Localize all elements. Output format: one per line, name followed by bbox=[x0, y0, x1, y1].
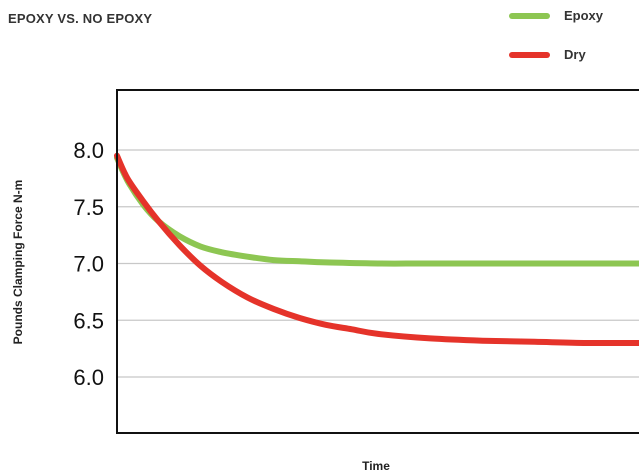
legend-label-dry: Dry bbox=[564, 47, 586, 62]
y-tick-label: 7.5 bbox=[73, 195, 104, 220]
legend-item-dry: Dry bbox=[509, 47, 586, 62]
y-tick-labels: 8.0 7.5 7.0 6.5 6.0 bbox=[73, 138, 104, 390]
legend-swatch-epoxy bbox=[509, 12, 550, 19]
chart-title: EPOXY VS. NO EPOXY bbox=[8, 11, 153, 26]
y-tick-label: 6.5 bbox=[73, 308, 104, 333]
x-axis-label: Time bbox=[362, 459, 390, 473]
y-axis-label: Pounds Clamping Force N-m bbox=[11, 180, 25, 345]
series-lines bbox=[114, 152, 639, 347]
y-tick-label: 7.0 bbox=[73, 252, 104, 277]
legend-label-epoxy: Epoxy bbox=[564, 8, 604, 23]
legend-item-epoxy: Epoxy bbox=[509, 8, 603, 23]
plot-area-frame bbox=[116, 89, 639, 434]
y-tick-label: 8.0 bbox=[73, 138, 104, 163]
legend-swatch-dry bbox=[509, 51, 550, 58]
y-tick-label: 6.0 bbox=[73, 365, 104, 390]
series-line-dry bbox=[114, 152, 639, 347]
series-line-epoxy bbox=[114, 154, 639, 267]
